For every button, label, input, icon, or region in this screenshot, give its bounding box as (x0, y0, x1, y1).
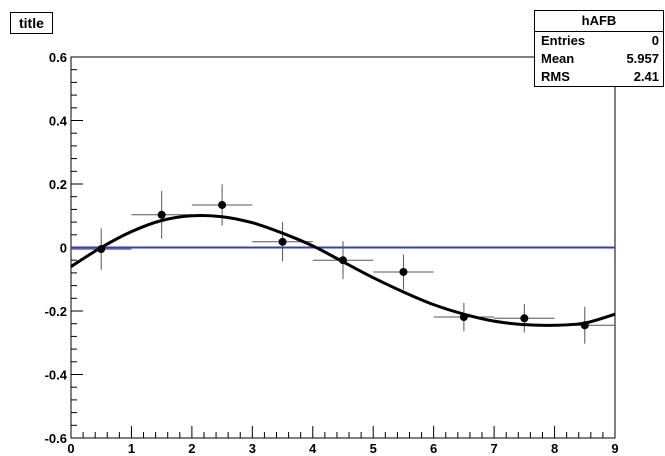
stats-value: 2.41 (633, 69, 659, 84)
stats-box: hAFB Entries 0 Mean 5.957 RMS 2.41 (534, 10, 664, 87)
x-tick-label: 5 (370, 441, 377, 456)
data-point (278, 237, 287, 246)
x-tick-label: 7 (490, 441, 497, 456)
y-tick-label: -0.4 (45, 368, 68, 383)
x-tick-label: 6 (430, 441, 437, 456)
data-point (399, 267, 408, 276)
stats-row-rms: RMS 2.41 (535, 68, 663, 86)
x-tick-label: 8 (551, 441, 558, 456)
y-tick-label: 0 (60, 241, 67, 256)
data-point (580, 321, 589, 330)
x-tick-label: 1 (128, 441, 135, 456)
x-tick-label: 4 (309, 441, 317, 456)
x-tick-label: 9 (611, 441, 618, 456)
stats-label: Mean (541, 51, 575, 66)
stats-label: RMS (541, 69, 570, 84)
x-tick-label: 3 (249, 441, 256, 456)
data-point (157, 210, 166, 219)
data-point (218, 200, 227, 209)
data-point (339, 256, 347, 265)
data-point (97, 245, 106, 254)
y-tick-label: 0.2 (49, 177, 67, 192)
y-tick-label: 0.6 (49, 50, 67, 65)
x-tick-label: 0 (67, 441, 74, 456)
y-tick-label: -0.2 (45, 304, 67, 319)
chart-title: title (19, 15, 44, 31)
stats-row-entries: Entries 0 (535, 32, 663, 50)
stats-label: Entries (541, 33, 586, 48)
chart-title-box: title (10, 12, 53, 34)
y-tick-label: -0.6 (45, 431, 67, 446)
stats-title: hAFB (535, 11, 663, 32)
data-point (520, 314, 529, 323)
y-tick-label: 0.4 (49, 114, 68, 129)
data-point (459, 313, 468, 322)
stats-value: 0 (651, 33, 659, 48)
x-tick-label: 2 (188, 441, 195, 456)
stats-value: 5.957 (626, 51, 659, 66)
stats-row-mean: Mean 5.957 (535, 50, 663, 68)
